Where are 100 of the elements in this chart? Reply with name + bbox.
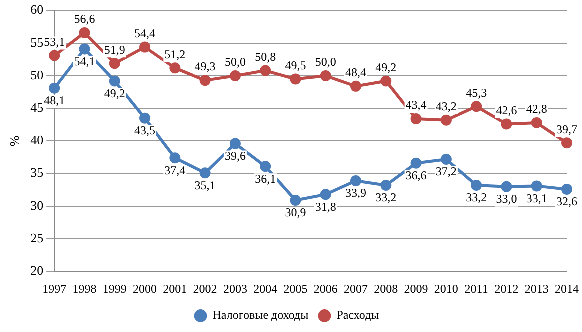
data-label: 49,5 [285,58,306,72]
y-axis-title: % [7,136,22,147]
y-tick-label: 55 [30,34,44,50]
x-tick-label: 2011 [464,282,488,296]
data-label: 48,1 [44,94,66,108]
data-label: 33,9 [346,186,367,200]
data-label: 43,4 [406,98,427,112]
legend-label: Расходы [336,308,380,322]
point [140,42,151,53]
x-tick-label: 2003 [223,282,248,296]
point [380,180,392,192]
data-label: 45,3 [466,86,488,100]
y-tick-label: 60 [30,2,44,18]
point [200,75,211,86]
data-label: 33,1 [526,191,548,206]
x-tick-label: 2000 [133,282,158,296]
data-label: 42,8 [526,102,548,116]
data-label: 51,2 [164,47,186,62]
data-label: 36,1 [255,172,276,186]
point [230,138,241,150]
point [440,114,452,126]
data-label: 56,6 [74,12,96,26]
data-label: 50,8 [255,50,276,64]
point [531,117,542,128]
data-label: 50,0 [315,55,336,70]
data-label: 39,6 [224,148,246,163]
y-tick-label: 45 [30,100,44,116]
data-label: 50,0 [224,55,246,70]
x-tick-label: 2009 [404,282,428,296]
data-label: 53,1 [44,34,66,49]
point [230,70,241,82]
point [109,76,120,87]
y-tick-label: 50 [30,67,44,82]
data-label: 37,4 [164,163,186,178]
point [260,65,272,76]
point [501,118,512,130]
y-tick-label: 20 [30,263,44,278]
data-label: 39,7 [556,122,578,136]
point [290,74,302,85]
point [79,44,90,55]
x-tick-label: 2006 [314,282,338,296]
x-tick-label: 2001 [163,282,188,296]
x-tick-label: 2013 [524,282,549,296]
point [410,114,422,125]
point [260,161,272,172]
x-tick-label: 2007 [344,282,368,296]
data-label: 36,6 [406,168,427,183]
data-label: 48,4 [346,66,367,80]
data-label: 49,3 [194,60,216,74]
x-tick-label: 2008 [374,282,398,296]
x-tick-label: 1997 [42,282,67,296]
point [471,101,482,112]
x-tick-label: 1998 [72,282,97,296]
data-label: 51,9 [104,42,126,57]
y-tick-label: 30 [30,198,44,213]
point [380,76,392,87]
data-label: 54,4 [134,26,156,40]
point [320,70,332,82]
x-tick-label: 2004 [254,282,278,296]
x-tick-label: 1999 [102,282,127,296]
data-label: 42,6 [496,103,518,118]
x-tick-label: 2005 [284,282,308,296]
data-label: 33,0 [496,192,518,206]
data-label: 35,1 [194,178,216,192]
legend-label: Налоговые доходы [212,308,309,322]
data-label: 33,2 [466,190,488,205]
data-label: 31,8 [315,200,336,214]
point [562,184,572,195]
point [200,168,211,179]
x-tick-label: 2010 [434,282,458,296]
data-label: 49,2 [376,60,397,74]
point [440,154,452,165]
point [320,189,332,200]
point [501,181,512,192]
point [350,80,362,92]
data-label: 32,6 [556,194,578,209]
x-tick-label: 2012 [494,282,519,296]
y-tick-label: 25 [30,230,44,246]
point [290,195,302,206]
y-tick-label: 35 [30,165,44,180]
x-tick-label: 2014 [555,282,579,296]
data-label: 33,2 [376,190,397,205]
point [350,175,362,186]
data-label: 37,2 [436,164,457,179]
point [471,180,482,192]
data-label: 54,1 [74,54,96,68]
point [49,50,60,62]
data-label: 43,5 [134,124,156,138]
data-label: 43,2 [436,99,457,114]
data-label: 30,9 [285,206,306,220]
point [49,82,60,94]
y-tick-label: 40 [30,132,44,148]
point [170,152,181,164]
point [79,27,90,38]
point [140,112,151,124]
point [410,158,422,169]
point [531,180,542,192]
point [109,58,120,70]
point [562,138,572,149]
point [170,62,181,74]
